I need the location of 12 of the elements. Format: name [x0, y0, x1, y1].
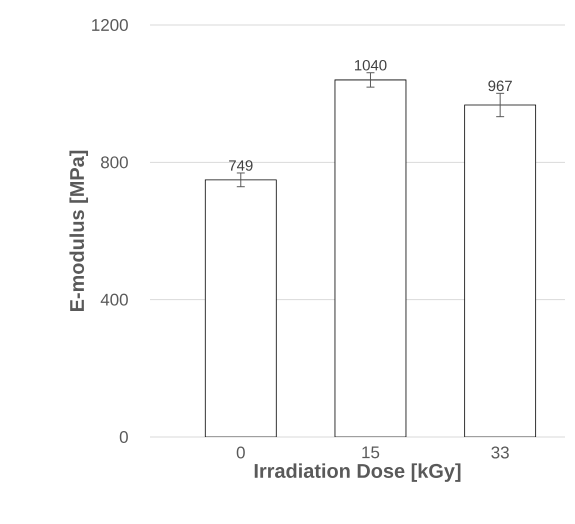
y-tick-label: 1200	[92, 18, 128, 31]
x-tick-label: 15	[362, 446, 380, 458]
data-label: 749	[229, 160, 253, 171]
y-tick-label: 800	[101, 156, 128, 168]
y-tick-label: 400	[100, 294, 128, 306]
data-label: 967	[488, 80, 512, 92]
x-tick-label: 0	[236, 446, 245, 458]
y-axis-title: E-modulus [MPa]	[69, 150, 88, 312]
x-axis-title: Irradiation Dose [kGy]	[254, 463, 460, 482]
x-tick-label: 33	[491, 446, 509, 458]
data-label: 1040	[354, 60, 386, 71]
y-tick-label: 0	[120, 431, 128, 443]
